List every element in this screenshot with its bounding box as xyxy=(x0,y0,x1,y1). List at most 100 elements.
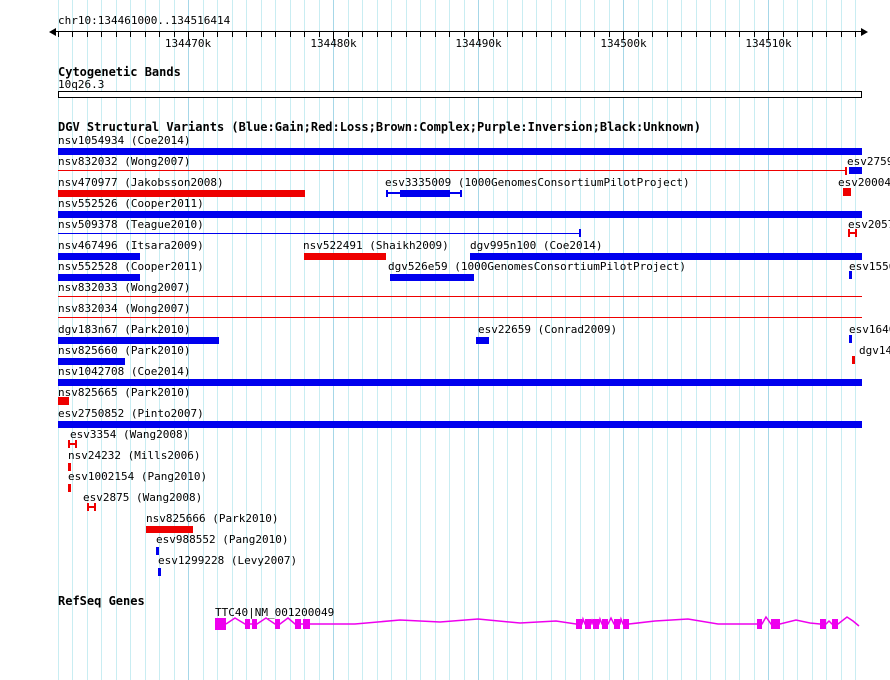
ruler-tick xyxy=(768,32,769,40)
variant-glyph[interactable] xyxy=(158,568,161,576)
variant-glyph[interactable] xyxy=(58,233,580,234)
variant-glyph[interactable] xyxy=(304,253,386,260)
variant-glyph[interactable] xyxy=(400,190,450,197)
gene-exon[interactable] xyxy=(593,619,599,629)
variant-glyph[interactable] xyxy=(87,503,89,511)
variant-glyph[interactable] xyxy=(843,188,851,196)
gene-exon[interactable] xyxy=(832,619,838,629)
ruler-tick-label: 134480k xyxy=(310,37,357,50)
grid-line-minor xyxy=(304,0,305,680)
ruler-tick xyxy=(260,32,262,37)
ruler-tick xyxy=(739,32,740,37)
variant-glyph[interactable] xyxy=(87,506,96,508)
variant-glyph[interactable] xyxy=(75,440,77,448)
ruler-tick xyxy=(666,32,668,37)
variant-label: dgv183n67 (Park2010) xyxy=(58,323,191,336)
variant-glyph[interactable] xyxy=(849,232,857,234)
gene-exon[interactable] xyxy=(215,618,226,630)
variant-glyph[interactable] xyxy=(855,229,857,237)
gene-exon[interactable] xyxy=(295,619,301,629)
variant-glyph[interactable] xyxy=(58,421,862,428)
ruler-tick xyxy=(333,32,334,40)
ruler-tick xyxy=(608,32,610,37)
variant-glyph[interactable] xyxy=(68,443,77,445)
variant-glyph[interactable] xyxy=(68,440,70,448)
variant-glyph[interactable] xyxy=(58,253,140,260)
variant-glyph[interactable] xyxy=(58,296,862,297)
variant-glyph[interactable] xyxy=(852,356,855,364)
variant-glyph[interactable] xyxy=(58,317,862,318)
ruler-tick xyxy=(144,32,146,37)
gene-exon[interactable] xyxy=(623,619,629,629)
gene-exon[interactable] xyxy=(303,619,310,629)
ruler-tick xyxy=(130,32,131,37)
variant-label: nsv825666 (Park2010) xyxy=(146,512,279,525)
gene-exon[interactable] xyxy=(252,619,257,629)
variant-glyph[interactable] xyxy=(146,526,193,533)
ruler-tick xyxy=(86,32,88,37)
gene-exon[interactable] xyxy=(576,619,582,629)
ruler-tick xyxy=(521,32,523,37)
variant-glyph[interactable] xyxy=(58,148,862,155)
variant-glyph[interactable] xyxy=(579,229,581,237)
variant-glyph[interactable] xyxy=(58,190,305,197)
variant-glyph[interactable] xyxy=(460,190,462,197)
ruler-tick xyxy=(811,32,813,37)
variant-label: esv3354 (Wang2008) xyxy=(70,428,190,441)
variant-glyph[interactable] xyxy=(58,274,140,281)
variant-glyph[interactable] xyxy=(156,547,159,555)
grid-line-minor xyxy=(405,0,407,680)
gene-exon[interactable] xyxy=(602,619,608,629)
gene-exon[interactable] xyxy=(585,619,591,629)
variant-glyph[interactable] xyxy=(58,379,862,386)
grid-line-minor xyxy=(652,0,653,680)
grid-line-minor xyxy=(826,0,827,680)
variant-glyph[interactable] xyxy=(848,229,850,237)
grid-line-minor xyxy=(420,0,421,680)
ruler-right-arrow-icon xyxy=(861,28,868,36)
ruler-tick xyxy=(507,32,508,37)
ruler-tick xyxy=(202,32,204,37)
gene-exon[interactable] xyxy=(614,619,620,629)
gene-exon[interactable] xyxy=(771,619,780,629)
variant-glyph[interactable] xyxy=(390,274,474,281)
gene-name-label: TTC40|NM_001200049 xyxy=(215,606,335,619)
gene-exon[interactable] xyxy=(820,619,826,629)
gene-exon[interactable] xyxy=(275,619,280,629)
ruler-left-arrow-icon xyxy=(49,28,56,36)
variant-glyph[interactable] xyxy=(849,335,852,343)
grid-line-minor xyxy=(855,0,856,680)
grid-line-minor xyxy=(376,0,378,680)
variant-glyph[interactable] xyxy=(58,397,69,405)
variant-glyph[interactable] xyxy=(470,253,862,260)
gene-exon[interactable] xyxy=(757,619,762,629)
ruler-tick-label: 134510k xyxy=(745,37,792,50)
variant-glyph[interactable] xyxy=(68,484,71,492)
grid-line-minor xyxy=(231,0,233,680)
variant-glyph[interactable] xyxy=(58,337,219,344)
variant-glyph[interactable] xyxy=(849,271,852,279)
grid-line-minor xyxy=(362,0,363,680)
variant-label: nsv1042708 (Coe2014) xyxy=(58,365,191,378)
ruler-tick xyxy=(463,32,465,37)
variant-label: esv2750852 (Pinto2007) xyxy=(58,407,204,420)
variant-label: nsv832034 (Wong2007) xyxy=(58,302,191,315)
grid-line-minor xyxy=(681,0,682,680)
variant-glyph[interactable] xyxy=(68,463,71,471)
ruler-tick xyxy=(652,32,653,37)
variant-glyph[interactable] xyxy=(845,167,847,175)
variant-glyph[interactable] xyxy=(386,190,388,197)
gene-exon[interactable] xyxy=(245,619,250,629)
ruler-tick xyxy=(797,32,798,37)
variant-glyph[interactable] xyxy=(58,358,125,365)
ruler-tick xyxy=(826,32,827,37)
cytoband-glyph[interactable] xyxy=(58,91,862,98)
variant-glyph[interactable] xyxy=(58,211,862,218)
ruler-tick xyxy=(550,32,552,37)
variant-glyph[interactable] xyxy=(849,167,862,174)
variant-glyph[interactable] xyxy=(94,503,96,511)
variant-glyph[interactable] xyxy=(58,170,847,171)
ruler-tick xyxy=(449,32,450,37)
variant-glyph[interactable] xyxy=(476,337,489,344)
